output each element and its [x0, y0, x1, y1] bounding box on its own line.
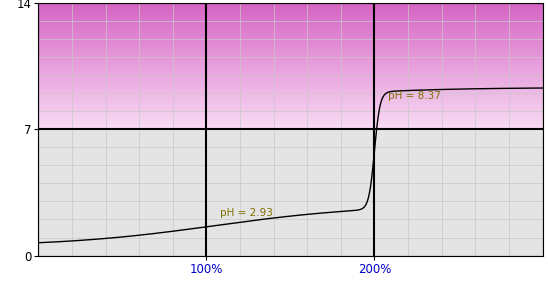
Text: pH = 8.37: pH = 8.37	[388, 91, 441, 101]
Text: pH = 2.93: pH = 2.93	[220, 208, 273, 218]
